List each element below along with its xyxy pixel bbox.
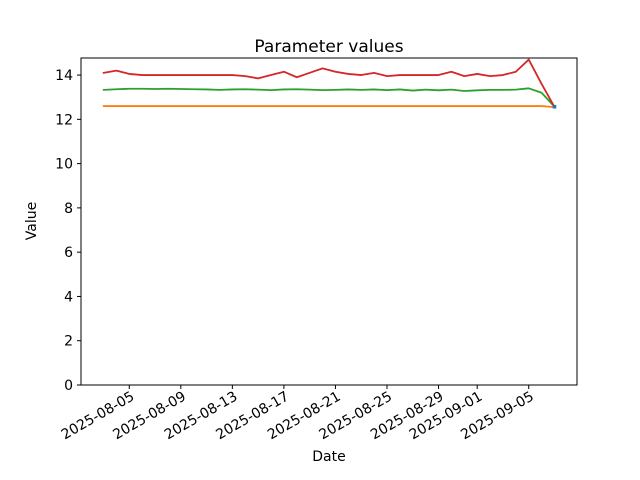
y-axis-label: Value: [24, 202, 40, 240]
y-tick-label: 14: [55, 68, 73, 84]
y-tick-label: 12: [55, 112, 73, 128]
chart-title: Parameter values: [254, 37, 403, 57]
plot-frame: [80, 57, 578, 386]
y-tick-label: 2: [64, 334, 73, 350]
series-marker-blue: [552, 104, 557, 109]
y-tick-label: 8: [64, 201, 73, 217]
y-tick-label: 6: [64, 245, 73, 261]
y-tick-label: 0: [64, 378, 73, 394]
series-line-orange: [102, 105, 556, 109]
y-tick-label: 10: [55, 157, 73, 173]
x-axis-label: Date: [312, 449, 345, 465]
series-line-red: [102, 58, 556, 108]
series-line-green: [102, 87, 556, 108]
y-tick-label: 4: [64, 289, 73, 305]
